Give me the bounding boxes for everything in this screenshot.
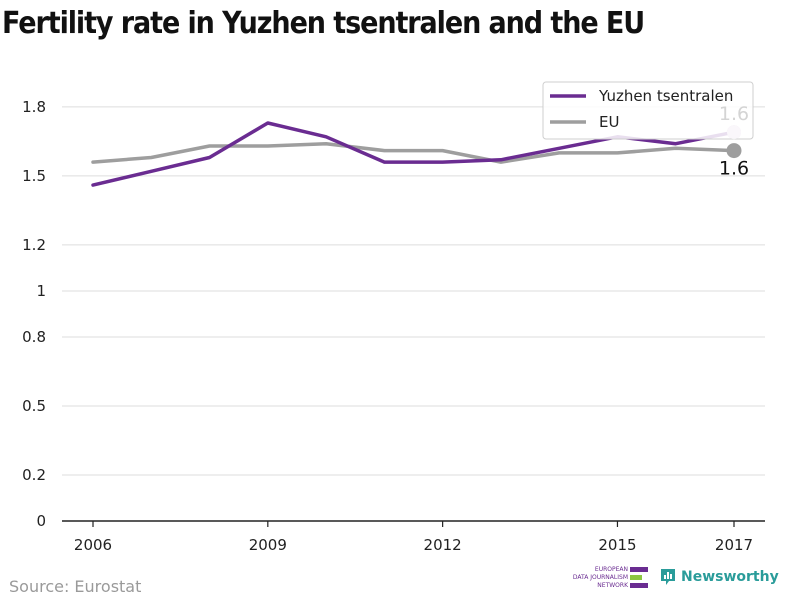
edjnet-logo-line-2: DATA JOURNALISM	[572, 574, 628, 581]
axis-layer: 0 0.2 0.5 0.8 1 1.2 1.5 1.8 2006 2009 2012 2015 2017	[22, 98, 765, 554]
x-tick-label: 2015	[598, 536, 636, 554]
legend-label-yuzhen: Yuzhen tsentralen	[598, 87, 733, 105]
edjnet-logo-line-3: NETWORK	[597, 582, 628, 589]
edjnet-bar-top	[630, 567, 648, 572]
y-tick-label: 0.2	[22, 466, 46, 484]
legend: Yuzhen tsentralen EU 1.6 1.6	[542, 81, 754, 180]
y-tick-label: 1.8	[22, 98, 46, 116]
y-tick-label: 1.5	[22, 167, 46, 185]
x-tick-label: 2009	[249, 536, 287, 554]
x-tick-label: 2006	[74, 536, 112, 554]
newsworthy-logo-text: Newsworthy	[681, 569, 779, 585]
end-point-eu	[726, 143, 742, 159]
y-tick-label: 1	[36, 282, 46, 300]
edjnet-bar-bottom	[630, 583, 648, 588]
chart-title: Fertility rate in Yuzhen tsentralen and …	[2, 6, 645, 41]
end-label-eu: 1.6	[719, 158, 749, 180]
y-tick-label: 0	[36, 512, 46, 530]
y-tick-label: 1.2	[22, 236, 46, 254]
edjnet-logo[interactable]: EUROPEAN DATA JOURNALISM NETWORK	[560, 565, 650, 591]
x-tick-label: 2017	[715, 536, 753, 554]
legend-box	[542, 81, 754, 140]
edjnet-bar-middle	[630, 575, 642, 580]
x-tick-label: 2012	[424, 536, 462, 554]
newsworthy-chart-icon	[661, 569, 675, 585]
end-point-yuzhen-legend-overlay	[727, 125, 741, 140]
end-label-yuzhen: 1.6	[719, 103, 749, 125]
legend-label-eu: EU	[599, 113, 619, 131]
y-tick-label: 0.5	[22, 397, 46, 415]
newsworthy-logo[interactable]: Newsworthy	[660, 566, 779, 588]
y-tick-label: 0.8	[22, 328, 46, 346]
edjnet-logo-line-1: EUROPEAN	[594, 566, 628, 573]
series-line-eu	[91, 141, 736, 164]
source-note: Source: Eurostat	[9, 577, 142, 596]
